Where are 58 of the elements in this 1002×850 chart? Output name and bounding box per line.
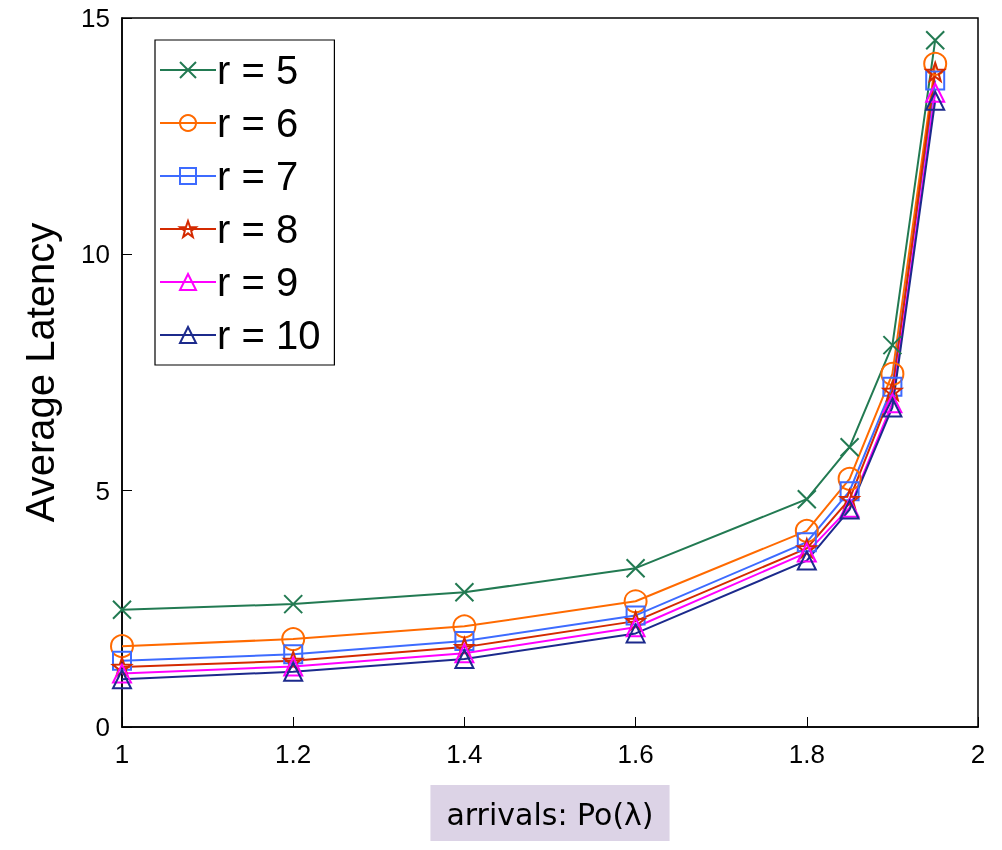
point [283,650,304,671]
point [925,90,946,111]
point [625,611,646,632]
point [454,643,475,664]
y-tick-label: 5 [95,475,110,506]
point [925,61,946,82]
point [623,589,648,614]
point [837,466,862,491]
point [454,648,475,669]
legend-label: r = 10 [217,313,321,357]
point [283,661,304,682]
point [112,599,132,620]
point [925,82,946,103]
point [794,518,819,543]
point [454,582,475,603]
point [625,623,646,644]
point [283,594,304,615]
x-tick-label: 1.8 [788,739,825,769]
point [839,437,860,458]
x-axis-title: arrivals: Po(λ) [446,796,654,832]
point [112,669,132,690]
y-axis-title: Average Latency [18,222,62,523]
x-tick-label: 1.2 [275,739,312,769]
point [839,489,860,510]
y-tick-label: 10 [81,239,110,270]
point [452,614,477,639]
point [283,644,304,665]
y-tick-label: 0 [95,712,110,742]
point [112,656,132,677]
point [110,634,134,659]
legend-label: r = 7 [217,154,299,198]
point [625,558,646,579]
point [112,663,132,684]
x-tick-label: 2 [970,739,986,769]
point [796,550,817,571]
legend-label: r = 9 [217,260,299,304]
x-tick-label: 1.6 [617,739,654,769]
point [625,605,646,626]
y-tick-label: 15 [81,3,110,33]
point [925,30,946,51]
point [923,51,948,76]
point [454,637,475,658]
point [625,617,646,638]
legend-label: r = 8 [217,207,299,251]
point [880,361,905,386]
legend-label: r = 5 [217,48,299,92]
point [454,630,475,651]
point [281,627,306,652]
x-tick-label: 1.4 [446,739,483,769]
point [839,481,860,502]
point [112,650,132,671]
point [925,70,946,91]
legend-label: r = 6 [217,101,299,145]
point [882,335,903,356]
point [283,656,304,677]
point [796,489,817,510]
point [796,532,817,553]
x-tick-label: 1 [114,739,130,769]
